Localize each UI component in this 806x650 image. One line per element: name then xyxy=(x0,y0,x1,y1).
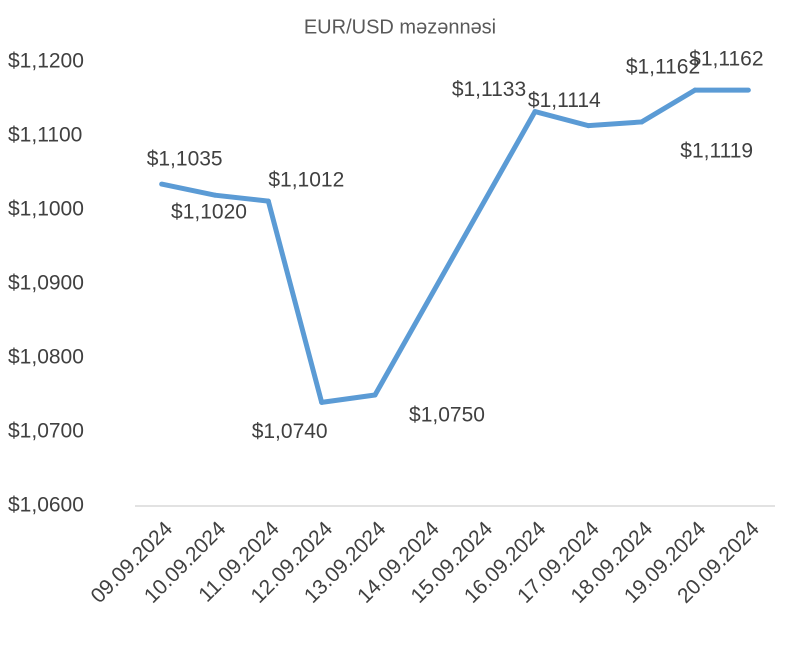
line-segment xyxy=(212,192,271,204)
line-segment xyxy=(532,109,591,129)
line-segment xyxy=(265,198,325,405)
data-label: $1,0750 xyxy=(409,404,485,427)
line-segment xyxy=(159,181,218,198)
y-tick-label: $1,0600 xyxy=(8,494,84,517)
data-label: $1,1035 xyxy=(147,148,223,171)
data-label: $1,0740 xyxy=(252,420,328,443)
data-label: $1,1012 xyxy=(268,169,344,192)
chart-title: EUR/USD məzənnəsi xyxy=(304,16,496,38)
data-label: $1,1133 xyxy=(452,78,526,101)
line-segment xyxy=(639,87,698,125)
data-label: $1,1162 xyxy=(626,56,700,79)
data-label: $1,1162 xyxy=(689,48,763,71)
y-tick-label: $1,0800 xyxy=(8,346,84,369)
line-segment xyxy=(319,392,378,405)
y-tick-label: $1,0900 xyxy=(8,272,84,295)
y-tick-label: $1,1100 xyxy=(8,124,82,147)
line-segment xyxy=(585,119,645,129)
y-tick-label: $1,1200 xyxy=(8,50,84,73)
data-label: $1,1119 xyxy=(680,139,753,162)
y-tick-label: $1,1000 xyxy=(8,198,84,221)
data-label: $1,1020 xyxy=(171,201,247,224)
y-tick-label: $1,0700 xyxy=(8,420,84,443)
line-segment xyxy=(372,109,538,398)
data-label: $1,1114 xyxy=(528,89,601,112)
